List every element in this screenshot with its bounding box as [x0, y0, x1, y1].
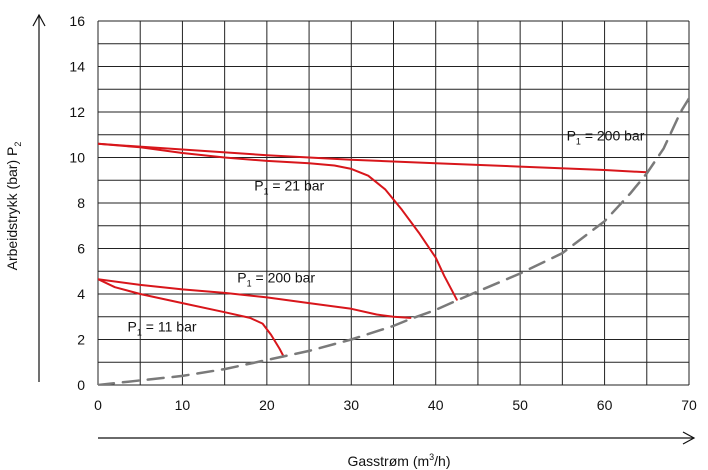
series-group — [98, 97, 689, 385]
series-annotation: P1 = 11 bar — [128, 319, 197, 338]
y-axis-arrow-head — [32, 13, 46, 27]
x-axis-title-end: /h) — [434, 453, 450, 469]
y-tick-label: 10 — [69, 150, 85, 166]
x-axis-arrow-head — [682, 431, 696, 445]
y-axis-title-sub: 2 — [13, 142, 23, 147]
x-tick-label: 10 — [175, 397, 191, 413]
y-tick-label: 0 — [77, 377, 85, 393]
y-tick-label: 6 — [77, 241, 85, 257]
x-axis-title-main: Gasstrøm (m — [347, 453, 429, 469]
tick-labels: 0 10 20 30 40 50 60 70 0 2 4 6 8 10 12 14 16 — [69, 13, 697, 413]
series-line-4 — [98, 278, 285, 358]
x-axis-title: Gasstrøm (m3/h) — [347, 452, 450, 469]
x-tick-label: 0 — [94, 397, 102, 413]
y-tick-label: 16 — [69, 13, 85, 29]
series-annotation: P1 = 200 bar — [237, 270, 315, 289]
y-tick-label: 12 — [69, 104, 85, 120]
grid — [97, 20, 690, 386]
series-annotation: P1 = 200 bar — [567, 127, 645, 146]
y-tick-label: 2 — [77, 332, 85, 348]
x-tick-label: 60 — [597, 397, 613, 413]
x-tick-label: 70 — [681, 397, 697, 413]
series-line-3 — [98, 278, 412, 319]
series-line-2 — [98, 142, 458, 301]
y-tick-label: 4 — [77, 286, 85, 302]
series-annotation: P1 = 21 bar — [254, 177, 324, 196]
x-tick-label: 50 — [512, 397, 528, 413]
x-tick-label: 20 — [259, 397, 275, 413]
x-tick-label: 30 — [343, 397, 359, 413]
x-tick-label: 40 — [428, 397, 444, 413]
annotations: P1 = 200 bar P1 = 21 bar P1 = 200 bar P1 = … — [128, 127, 645, 337]
series-line-1 — [98, 142, 648, 174]
x-axis-title-sup: 3 — [429, 452, 434, 462]
y-tick-label: 14 — [69, 59, 85, 75]
y-axis-title: Arbeidstrykk (bar) P2 — [4, 142, 23, 271]
y-tick-label: 8 — [77, 195, 85, 211]
y-axis-title-main: Arbeidstrykk (bar) P — [4, 147, 20, 271]
axes — [32, 13, 696, 445]
series-line-limit-curve — [98, 97, 689, 385]
